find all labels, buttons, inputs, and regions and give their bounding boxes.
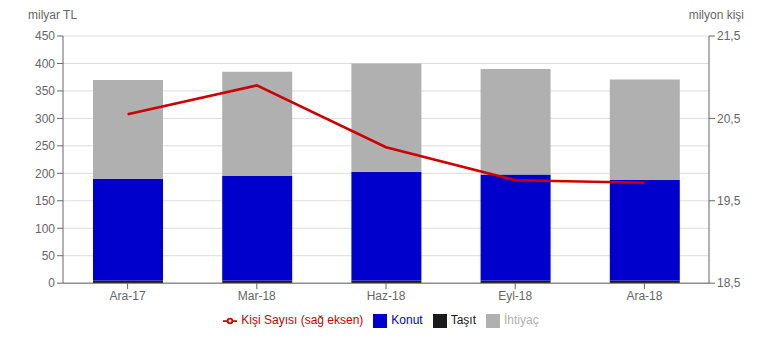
html-text:milyon kişi: milyon kişi	[688, 8, 744, 22]
html-text:Konut: Konut	[391, 313, 423, 328]
svg-text:100: 100	[35, 222, 55, 236]
svg-text:250: 250	[35, 139, 55, 153]
svg-text:300: 300	[35, 112, 55, 126]
svg-text:Mar-18: Mar-18	[238, 289, 276, 303]
svg-text:200: 200	[35, 167, 55, 181]
html-text:İhtiyaç: İhtiyaç	[504, 313, 539, 328]
svg-text:19,5: 19,5	[717, 194, 741, 208]
svg-text:Eyl-18: Eyl-18	[498, 289, 532, 303]
svg-text:Ara-18: Ara-18	[626, 289, 662, 303]
svg-text:400: 400	[35, 57, 55, 71]
svg-text:450: 450	[35, 29, 55, 43]
svg-text:350: 350	[35, 84, 55, 98]
svg-text:20,5: 20,5	[717, 112, 741, 126]
svg-text:50: 50	[42, 249, 56, 263]
svg-text:21,5: 21,5	[717, 29, 741, 43]
html-text:milyar TL: milyar TL	[28, 8, 78, 22]
svg-text:0: 0	[48, 276, 55, 290]
html-text:Kişi Sayısı (sağ eksen): Kişi Sayısı (sağ eksen)	[241, 313, 364, 328]
svg-text:150: 150	[35, 194, 55, 208]
svg-text:Ara-17: Ara-17	[110, 289, 146, 303]
svg-text:18,5: 18,5	[717, 276, 741, 290]
html-text:Taşıt: Taşıt	[450, 313, 476, 328]
svg-text:Haz-18: Haz-18	[367, 289, 406, 303]
